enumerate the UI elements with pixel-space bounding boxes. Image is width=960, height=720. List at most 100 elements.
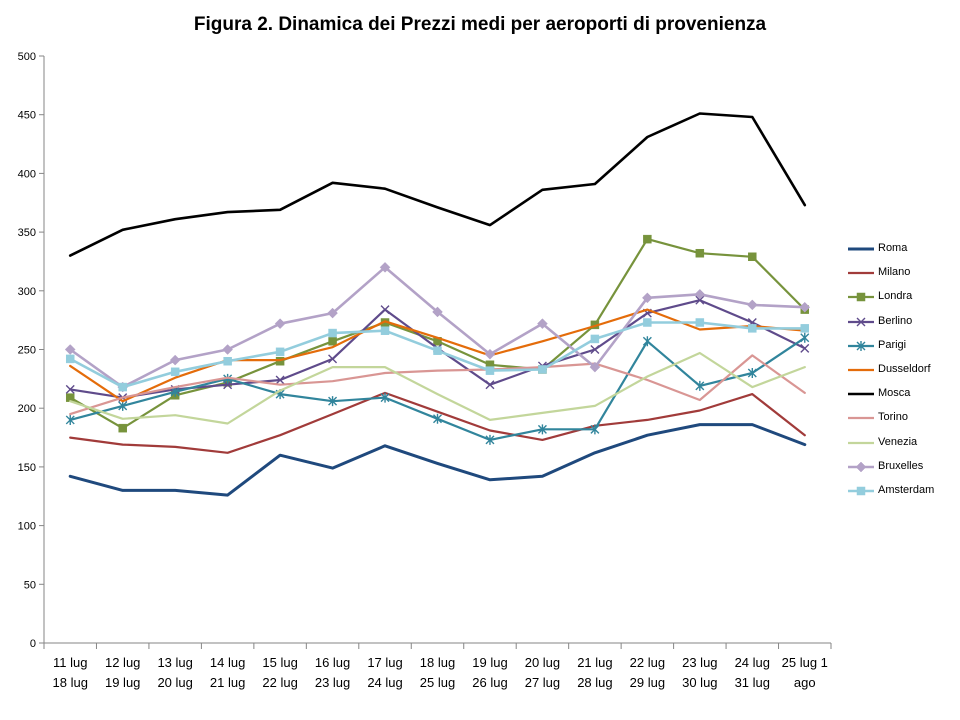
data-point-amsterdam — [65, 354, 75, 364]
data-point-parigi — [223, 373, 233, 384]
data-point-amsterdam — [695, 318, 705, 327]
data-point-amsterdam — [538, 365, 547, 374]
data-point-bruxelles — [746, 299, 758, 311]
legend-marker-parigi — [856, 340, 866, 351]
legend-swatch-berlino — [848, 317, 874, 327]
x-tick-label: 23 lug — [682, 655, 717, 670]
data-point-bruxelles — [799, 301, 811, 313]
series-milano — [69, 391, 806, 454]
data-point-berlino — [65, 384, 75, 394]
legend-label-amsterdam: Amsterdam — [878, 483, 935, 496]
data-point-bruxelles — [274, 318, 286, 330]
data-point-berlino — [695, 295, 705, 305]
data-point-berlino — [590, 345, 600, 354]
data-point-bruxelles — [484, 348, 496, 360]
x-tick-label: 30 lug — [682, 675, 717, 690]
y-tick-label: 100 — [18, 521, 36, 533]
data-point-bruxelles — [169, 354, 181, 366]
series-amsterdam — [65, 318, 810, 392]
data-point-bruxelles — [537, 318, 548, 330]
legend-item-bruxelles: Bruxelles — [848, 458, 958, 482]
legend-item-venezia: Venezia — [848, 434, 958, 458]
data-point-amsterdam — [485, 366, 495, 375]
data-point-amsterdam — [643, 318, 652, 327]
legend-label-parigi: Parigi — [878, 338, 907, 351]
x-tick-label: 19 lug — [105, 675, 140, 690]
x-tick-label: 20 lug — [525, 655, 560, 670]
x-tick-label: 15 lug — [262, 655, 297, 670]
data-point-londra — [328, 337, 337, 346]
legend-item-roma: Roma — [848, 240, 958, 264]
legend-swatch-roma — [848, 247, 874, 251]
data-point-amsterdam — [748, 324, 757, 333]
data-point-bruxelles — [642, 292, 653, 304]
series-torino — [69, 354, 806, 416]
data-point-bruxelles — [589, 361, 601, 373]
legend-swatch-bruxelles — [848, 461, 874, 472]
data-point-bruxelles — [222, 344, 233, 355]
data-point-amsterdam — [275, 347, 285, 357]
y-tick-label: 300 — [18, 286, 36, 298]
y-tick-label: 0 — [30, 638, 36, 650]
series-line-roma — [68, 423, 807, 497]
data-point-bruxelles — [432, 306, 443, 318]
data-point-berlino — [485, 380, 495, 390]
legend-item-torino: Torino — [848, 409, 958, 433]
legend-swatch-dusseldorf — [848, 368, 874, 372]
y-tick-label: 400 — [18, 168, 36, 180]
x-tick-label: 23 lug — [315, 675, 350, 690]
data-point-londra — [118, 423, 127, 433]
legend-label-bruxelles: Bruxelles — [878, 459, 924, 472]
x-tick-label: 21 lug — [577, 655, 612, 670]
series-line-venezia — [69, 351, 806, 425]
x-tick-label: 18 lug — [420, 655, 455, 670]
data-point-bruxelles — [327, 307, 338, 319]
legend-item-milano: Milano — [848, 264, 958, 288]
axes: 0 50 100 150 200 250 300 350 400 450 500 11 lug 18 l… — [18, 51, 832, 690]
data-point-londra — [695, 248, 705, 258]
series-roma — [68, 423, 807, 497]
y-tick-label: 250 — [18, 345, 36, 357]
x-tick-label: 12 lug — [105, 655, 140, 670]
x-tick-label: 14 lug — [210, 655, 245, 670]
data-point-amsterdam — [118, 382, 127, 392]
data-point-amsterdam — [223, 356, 232, 366]
legend-label-londra: Londra — [878, 290, 913, 303]
data-point-bruxelles — [379, 261, 391, 273]
data-point-amsterdam — [328, 328, 337, 338]
x-tick-label: 24 lug — [367, 675, 402, 690]
legend-marker-bruxelles — [855, 461, 867, 472]
legend-swatch-torino — [848, 417, 874, 420]
y-tick-label: 450 — [18, 110, 36, 122]
x-tick-label: 28 lug — [577, 675, 612, 690]
y-tick-label: 500 — [18, 51, 36, 63]
data-point-parigi — [695, 380, 705, 391]
series-lines — [64, 112, 811, 497]
data-point-berlino — [800, 343, 810, 353]
y-tick-label: 150 — [18, 462, 36, 474]
legend-label-dusseldorf: Dusseldorf — [878, 362, 931, 375]
x-tick-label: 21 lug — [210, 675, 245, 690]
x-tick-label: 29 lug — [630, 675, 665, 690]
legend-item-londra: Londra — [848, 288, 958, 312]
legend-item-dusseldorf: Dusseldorf — [848, 361, 958, 385]
legend-swatch-amsterdam — [848, 486, 874, 496]
x-tick-label: 22 lug — [262, 675, 297, 690]
data-point-parigi — [642, 336, 652, 347]
legend-marker-berlino — [856, 317, 866, 327]
legend-marker-londra — [856, 293, 866, 302]
series-venezia — [69, 351, 806, 425]
data-point-amsterdam — [170, 367, 180, 377]
y-tick-label: 50 — [24, 579, 36, 591]
data-point-bruxelles — [694, 288, 706, 300]
data-point-amsterdam — [380, 326, 390, 335]
legend-item-berlino: Berlino — [848, 313, 958, 337]
data-point-parigi — [747, 367, 757, 378]
x-tick-label: ago — [794, 675, 816, 690]
legend-swatch-venezia — [848, 441, 874, 444]
x-tick-label: 25 lug 1 — [782, 655, 828, 670]
y-tick-label: 350 — [18, 227, 36, 239]
x-tick-label: 11 lug — [53, 655, 87, 670]
legend-item-mosca: Mosca — [848, 385, 958, 409]
